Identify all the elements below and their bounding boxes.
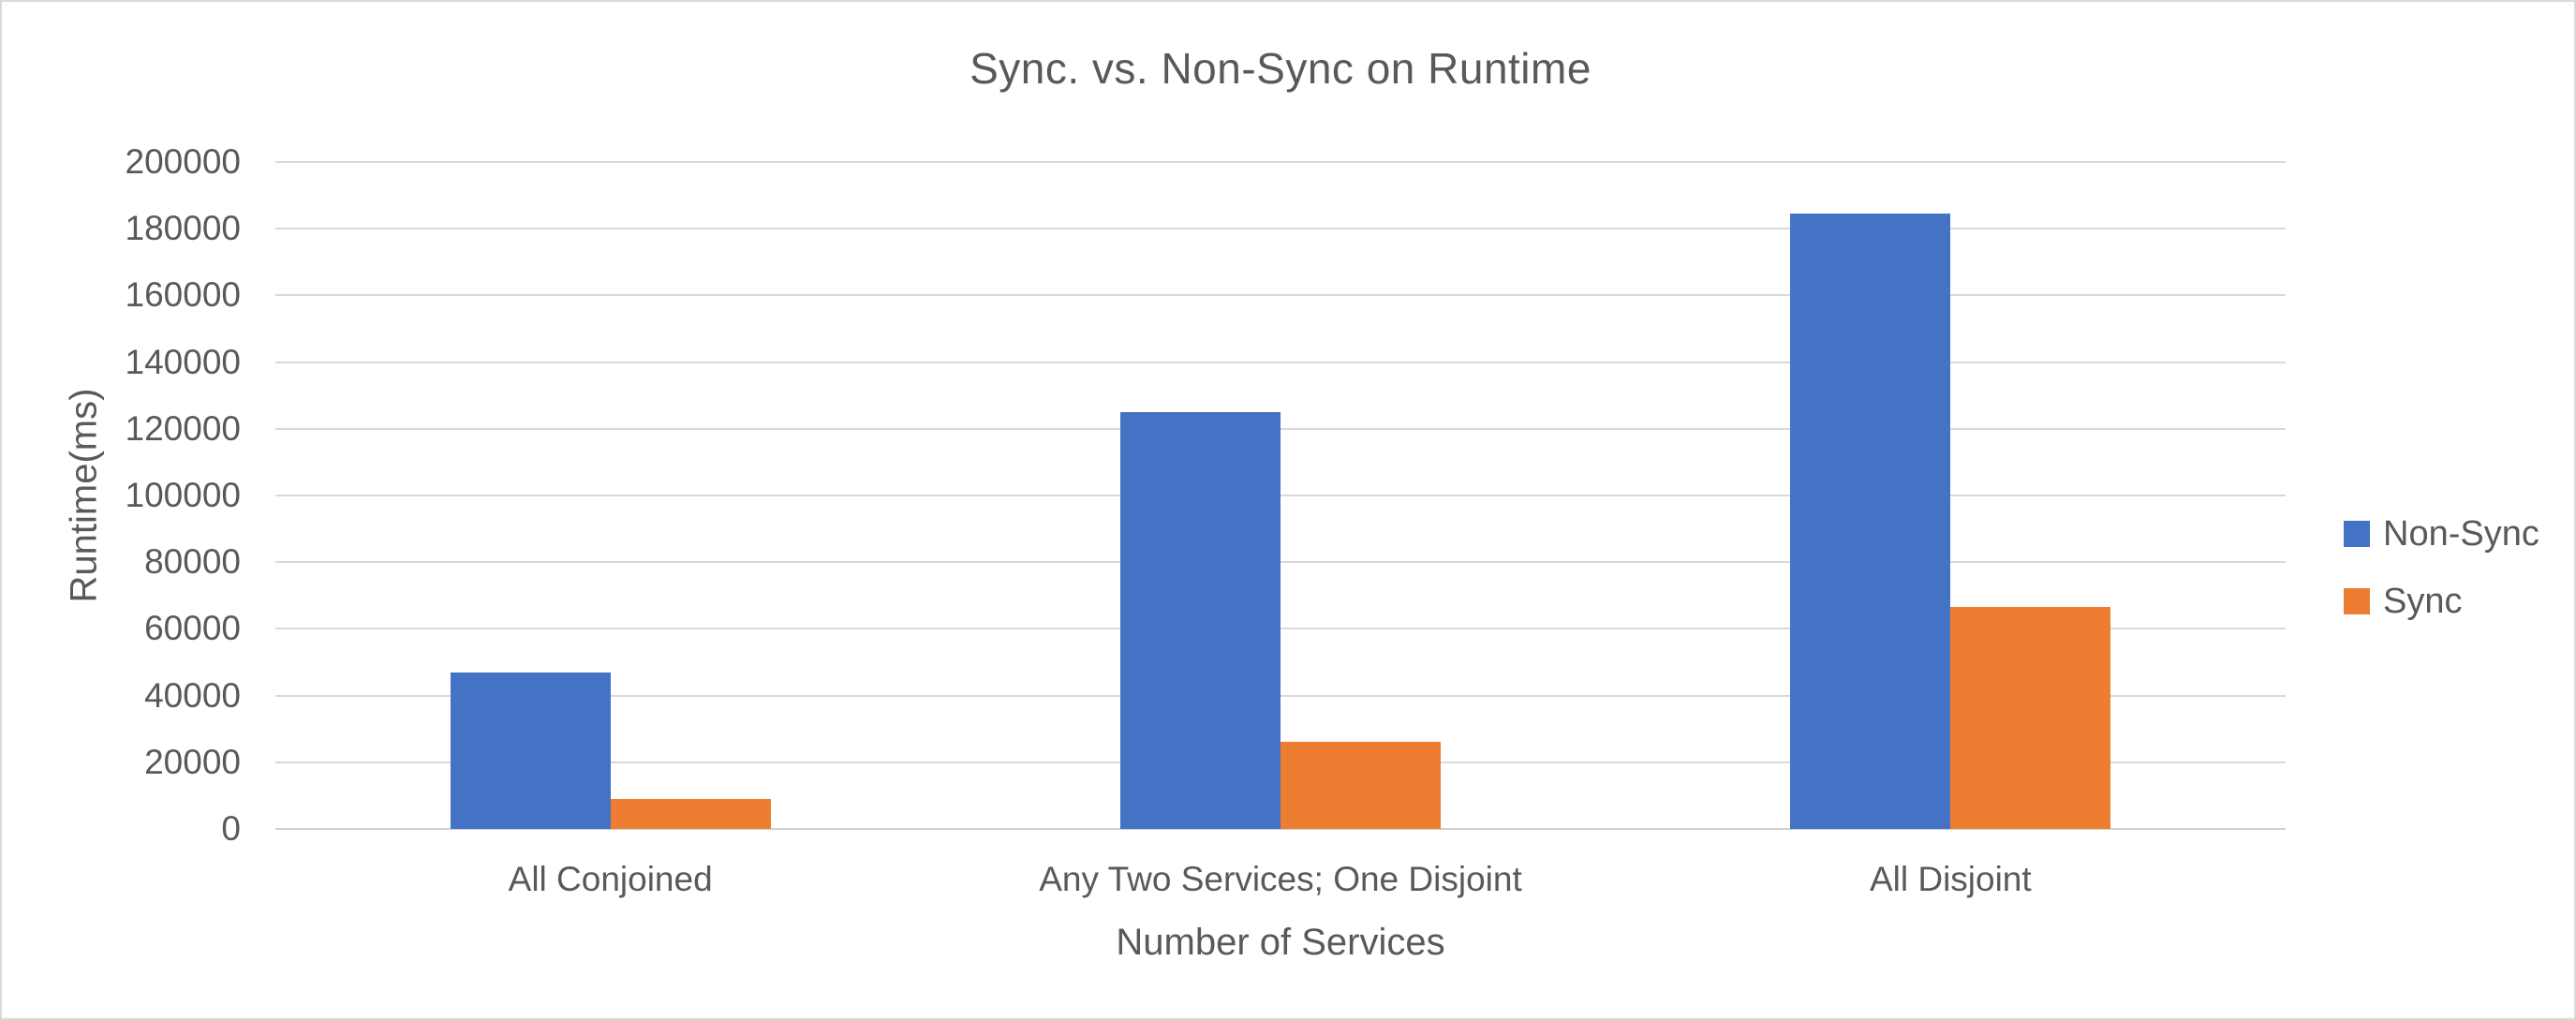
gridline-140000: [275, 361, 2286, 363]
gridline-160000: [275, 294, 2286, 297]
gridline-100000: [275, 495, 2286, 496]
x-category-label-all-disjoint: All Disjoint: [1869, 860, 2032, 898]
y-tick-label-100000: 100000: [125, 476, 241, 514]
plot-area: [275, 161, 2286, 830]
y-tick-label-40000: 40000: [144, 675, 241, 715]
x-axis-title: Number of Services: [1116, 922, 1445, 963]
y-tick-label-20000: 20000: [144, 742, 241, 781]
x-category-label-all-conjoined: All Conjoined: [508, 860, 713, 898]
gridline-200000: [275, 161, 2286, 163]
y-tick-label-140000: 140000: [125, 342, 241, 381]
gridline-120000: [275, 427, 2286, 430]
bar-sync-any-two-services-one-disjoint: [1281, 742, 1441, 829]
gridline-80000: [275, 561, 2286, 564]
legend: Non-Sync Sync: [2344, 512, 2539, 647]
legend-item-sync: Sync: [2344, 580, 2539, 623]
gridline-180000: [275, 228, 2286, 230]
gridline-60000: [275, 628, 2286, 630]
bar-non-sync-all-conjoined: [450, 672, 611, 829]
x-category-label-any-two-services-one-disjoint: Any Two Services; One Disjoint: [1039, 860, 1522, 898]
gridline-0: [275, 828, 2286, 830]
y-tick-label-60000: 60000: [144, 609, 241, 648]
y-tick-label-120000: 120000: [125, 408, 241, 448]
y-tick-label-200000: 200000: [125, 142, 241, 181]
y-tick-label-0: 0: [221, 809, 241, 848]
gridline-40000: [275, 694, 2286, 697]
y-tick-label-80000: 80000: [144, 542, 241, 582]
legend-swatch-sync: [2344, 588, 2370, 614]
y-tick-label-180000: 180000: [125, 209, 241, 248]
legend-label-non-sync: Non-Sync: [2383, 513, 2539, 554]
chart-title: Sync. vs. Non-Sync on Runtime: [970, 44, 1591, 93]
y-tick-label-160000: 160000: [125, 275, 241, 315]
bar-sync-all-disjoint: [1950, 607, 2111, 829]
legend-label-sync: Sync: [2383, 581, 2463, 621]
bar-non-sync-all-disjoint: [1790, 214, 1951, 829]
legend-item-non-sync: Non-Sync: [2344, 512, 2539, 555]
bar-non-sync-any-two-services-one-disjoint: [1120, 412, 1281, 829]
bar-sync-all-conjoined: [610, 798, 771, 829]
legend-swatch-non-sync: [2344, 521, 2370, 547]
